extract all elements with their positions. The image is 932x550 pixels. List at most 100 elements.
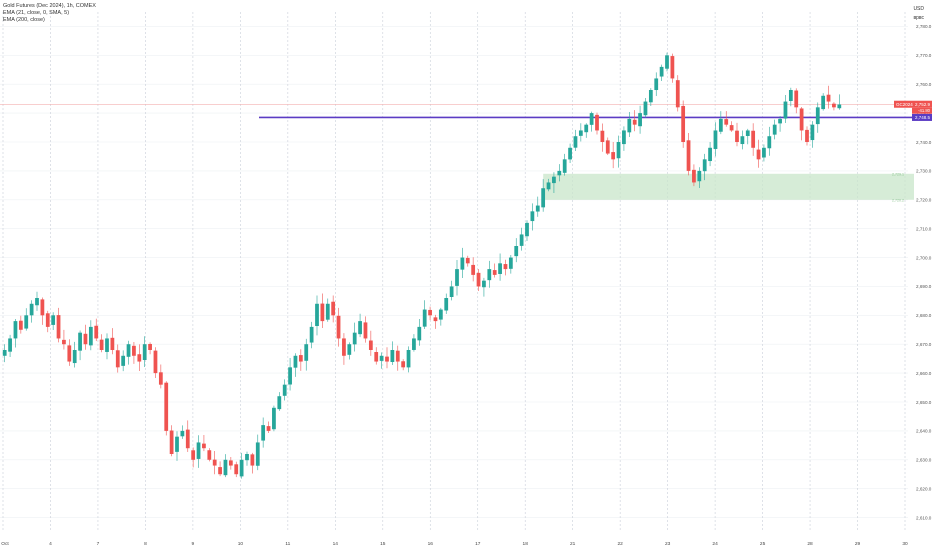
candle-body — [24, 315, 29, 329]
candle-body — [250, 454, 255, 466]
candle — [519, 227, 524, 251]
candle — [110, 328, 115, 355]
x-tick-label: 8 — [144, 541, 147, 547]
candle-body — [600, 130, 605, 142]
x-tick-label: 25 — [760, 541, 766, 547]
price-tag-change: -41.80 — [918, 108, 931, 113]
support-zone[interactable] — [543, 173, 914, 200]
candle — [266, 421, 271, 434]
price-tag-bg — [894, 100, 932, 108]
y-tick-label: 2,610.0 — [916, 515, 932, 520]
candle — [605, 137, 610, 156]
candle-body — [476, 272, 481, 287]
candle-body — [428, 309, 432, 316]
candle — [772, 119, 777, 140]
candle-body — [444, 298, 449, 311]
level-tag-price: 2,748.5 — [915, 115, 931, 120]
y-tick-label: 2,770.0 — [916, 53, 932, 58]
candle-body — [417, 326, 422, 341]
candle — [395, 345, 400, 371]
candle — [83, 324, 88, 350]
candle — [530, 203, 535, 231]
candle-body — [158, 372, 163, 385]
candle — [94, 318, 99, 342]
candle-body — [35, 298, 39, 306]
candle-body — [207, 450, 212, 460]
candle-body — [519, 234, 524, 246]
candle-body — [223, 459, 228, 476]
candle — [810, 121, 815, 148]
x-tick-label: 14 — [333, 541, 339, 547]
candle — [692, 164, 696, 187]
candle-body — [460, 257, 465, 270]
candles — [2, 52, 842, 479]
candle — [428, 306, 432, 321]
candle — [654, 72, 659, 97]
y-tick-label: 2,710.0 — [916, 226, 932, 231]
candle-body — [325, 303, 330, 320]
candle — [476, 269, 481, 291]
candle — [121, 350, 126, 372]
candle — [482, 277, 486, 297]
candle-body — [611, 152, 616, 160]
candle — [342, 333, 346, 365]
candle — [815, 102, 820, 133]
candle-body — [266, 426, 271, 431]
candle-body — [837, 104, 842, 109]
candle — [417, 319, 422, 346]
candle-body — [455, 269, 459, 286]
currency-label[interactable]: USD — [913, 6, 924, 12]
candle — [13, 318, 18, 348]
price-tags: GC2024 2,752.9-41.80 2,748.5 — [894, 100, 932, 121]
y-tick-label: 2,740.0 — [916, 140, 932, 145]
candle-body — [433, 317, 438, 322]
candle — [325, 298, 330, 322]
candle — [40, 297, 45, 325]
candle — [756, 139, 761, 168]
candle — [298, 349, 303, 371]
x-tick-label: 15 — [380, 541, 386, 547]
candle — [762, 144, 766, 162]
indicator-ema-21[interactable]: EMA (21, close, 0, SMA, 5) — [3, 10, 70, 16]
candle-body — [212, 459, 217, 466]
candle-body — [745, 130, 750, 137]
candle-body — [638, 113, 642, 127]
candle-body — [137, 354, 142, 362]
candle — [724, 111, 729, 127]
candle — [702, 153, 707, 181]
candle-body — [99, 339, 104, 350]
candle — [611, 142, 616, 169]
candle — [471, 257, 476, 282]
candle-body — [293, 355, 298, 368]
candle-body — [508, 257, 513, 269]
candle-body — [805, 129, 809, 142]
candle — [142, 336, 147, 367]
candle-body — [29, 303, 34, 316]
indicator-ema-200[interactable]: EMA (200, close) — [3, 17, 45, 23]
candle-body — [363, 322, 368, 339]
candle-body — [62, 339, 66, 345]
candle — [78, 330, 82, 361]
candle-body — [67, 345, 72, 362]
candle — [832, 102, 836, 111]
candle — [562, 153, 567, 176]
candle-body — [740, 136, 745, 145]
symbol-title[interactable]: Gold Futures (Dec 2024), 1h, COMEX — [3, 3, 96, 9]
candle-body — [794, 90, 799, 108]
candle — [51, 312, 56, 330]
candle — [29, 300, 34, 323]
candle-body — [255, 442, 260, 466]
candle-body — [352, 332, 357, 345]
candle-body — [482, 280, 486, 288]
candle — [665, 52, 669, 72]
candle — [304, 338, 309, 371]
session-label[interactable]: врвс — [913, 15, 924, 21]
candle — [648, 88, 653, 106]
candle — [385, 347, 389, 369]
candle-body — [347, 344, 352, 355]
candle-body — [142, 344, 147, 360]
candle — [363, 316, 368, 343]
candle — [740, 130, 745, 150]
candle-body — [772, 124, 777, 135]
